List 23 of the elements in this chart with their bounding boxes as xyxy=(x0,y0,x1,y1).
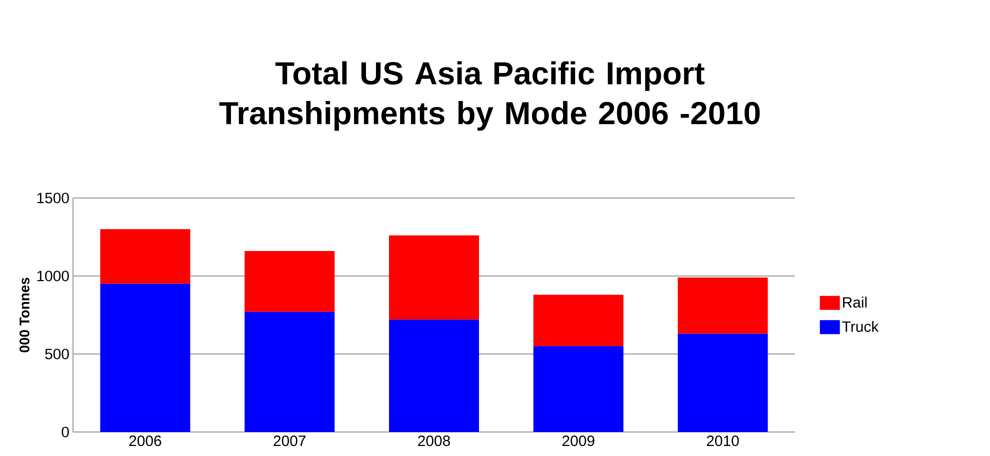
bar xyxy=(533,346,624,432)
bar xyxy=(533,294,624,346)
x-tick-label: 2008 xyxy=(418,436,450,446)
y-tick-label: 1000 xyxy=(37,270,69,282)
y-axis-title: 000 Tonnes xyxy=(20,278,30,352)
bar xyxy=(678,278,768,334)
bar xyxy=(678,334,768,432)
bar xyxy=(389,320,480,432)
legend-label: Rail xyxy=(843,296,867,308)
chart-title: Total US Asia Pacific Import Transhipments by Mode 2006 -2010 xyxy=(219,61,760,131)
bar xyxy=(100,229,190,284)
x-tick-label: 2010 xyxy=(706,436,739,446)
x-tick-label: 2007 xyxy=(274,436,306,446)
bar xyxy=(244,312,335,432)
x-tick-label: 2009 xyxy=(562,436,594,446)
y-tick-label: 1500 xyxy=(37,192,69,204)
legend-label: Truck xyxy=(842,320,879,332)
bar xyxy=(100,284,190,432)
bar xyxy=(244,251,335,312)
y-tick-label: 500 xyxy=(45,348,69,360)
x-tick-label: 2006 xyxy=(129,436,162,446)
bar xyxy=(389,235,480,320)
y-tick-label: 0 xyxy=(62,426,69,438)
